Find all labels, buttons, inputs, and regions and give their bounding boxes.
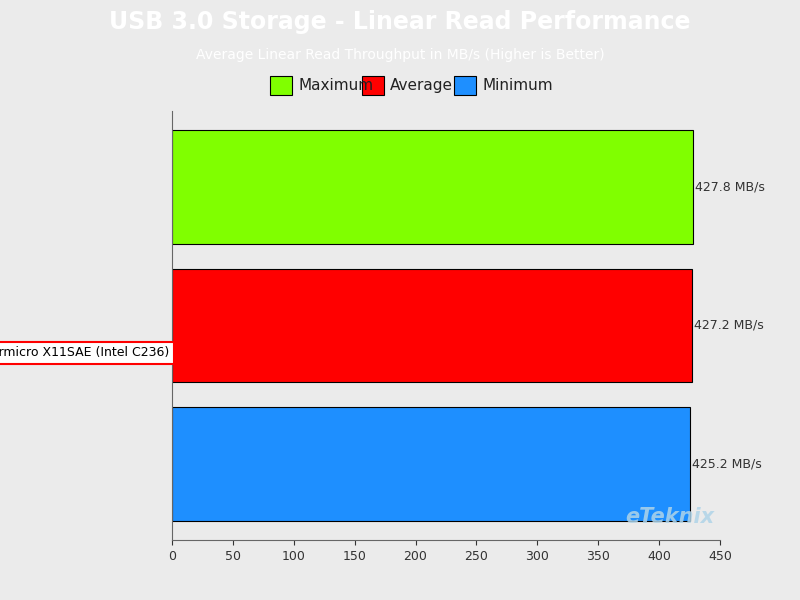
Text: Supermicro X11SAE (Intel C236): Supermicro X11SAE (Intel C236) [0, 346, 170, 359]
Bar [362, 76, 385, 95]
Text: Average Linear Read Throughput in MB/s (Higher is Better): Average Linear Read Throughput in MB/s (… [196, 48, 604, 62]
Text: eTeknix: eTeknix [626, 507, 714, 527]
Text: 427.2 MB/s: 427.2 MB/s [694, 319, 764, 332]
Text: Minimum: Minimum [482, 78, 553, 93]
Text: Maximum: Maximum [298, 78, 373, 93]
Text: 425.2 MB/s: 425.2 MB/s [692, 457, 762, 470]
Bar [454, 76, 477, 95]
Text: USB 3.0 Storage - Linear Read Performance: USB 3.0 Storage - Linear Read Performanc… [110, 10, 690, 34]
Bar [270, 76, 293, 95]
Bar [172, 269, 692, 382]
Text: Average: Average [390, 78, 453, 93]
Bar [172, 407, 690, 521]
Text: 427.8 MB/s: 427.8 MB/s [694, 181, 765, 194]
Bar [172, 130, 693, 244]
